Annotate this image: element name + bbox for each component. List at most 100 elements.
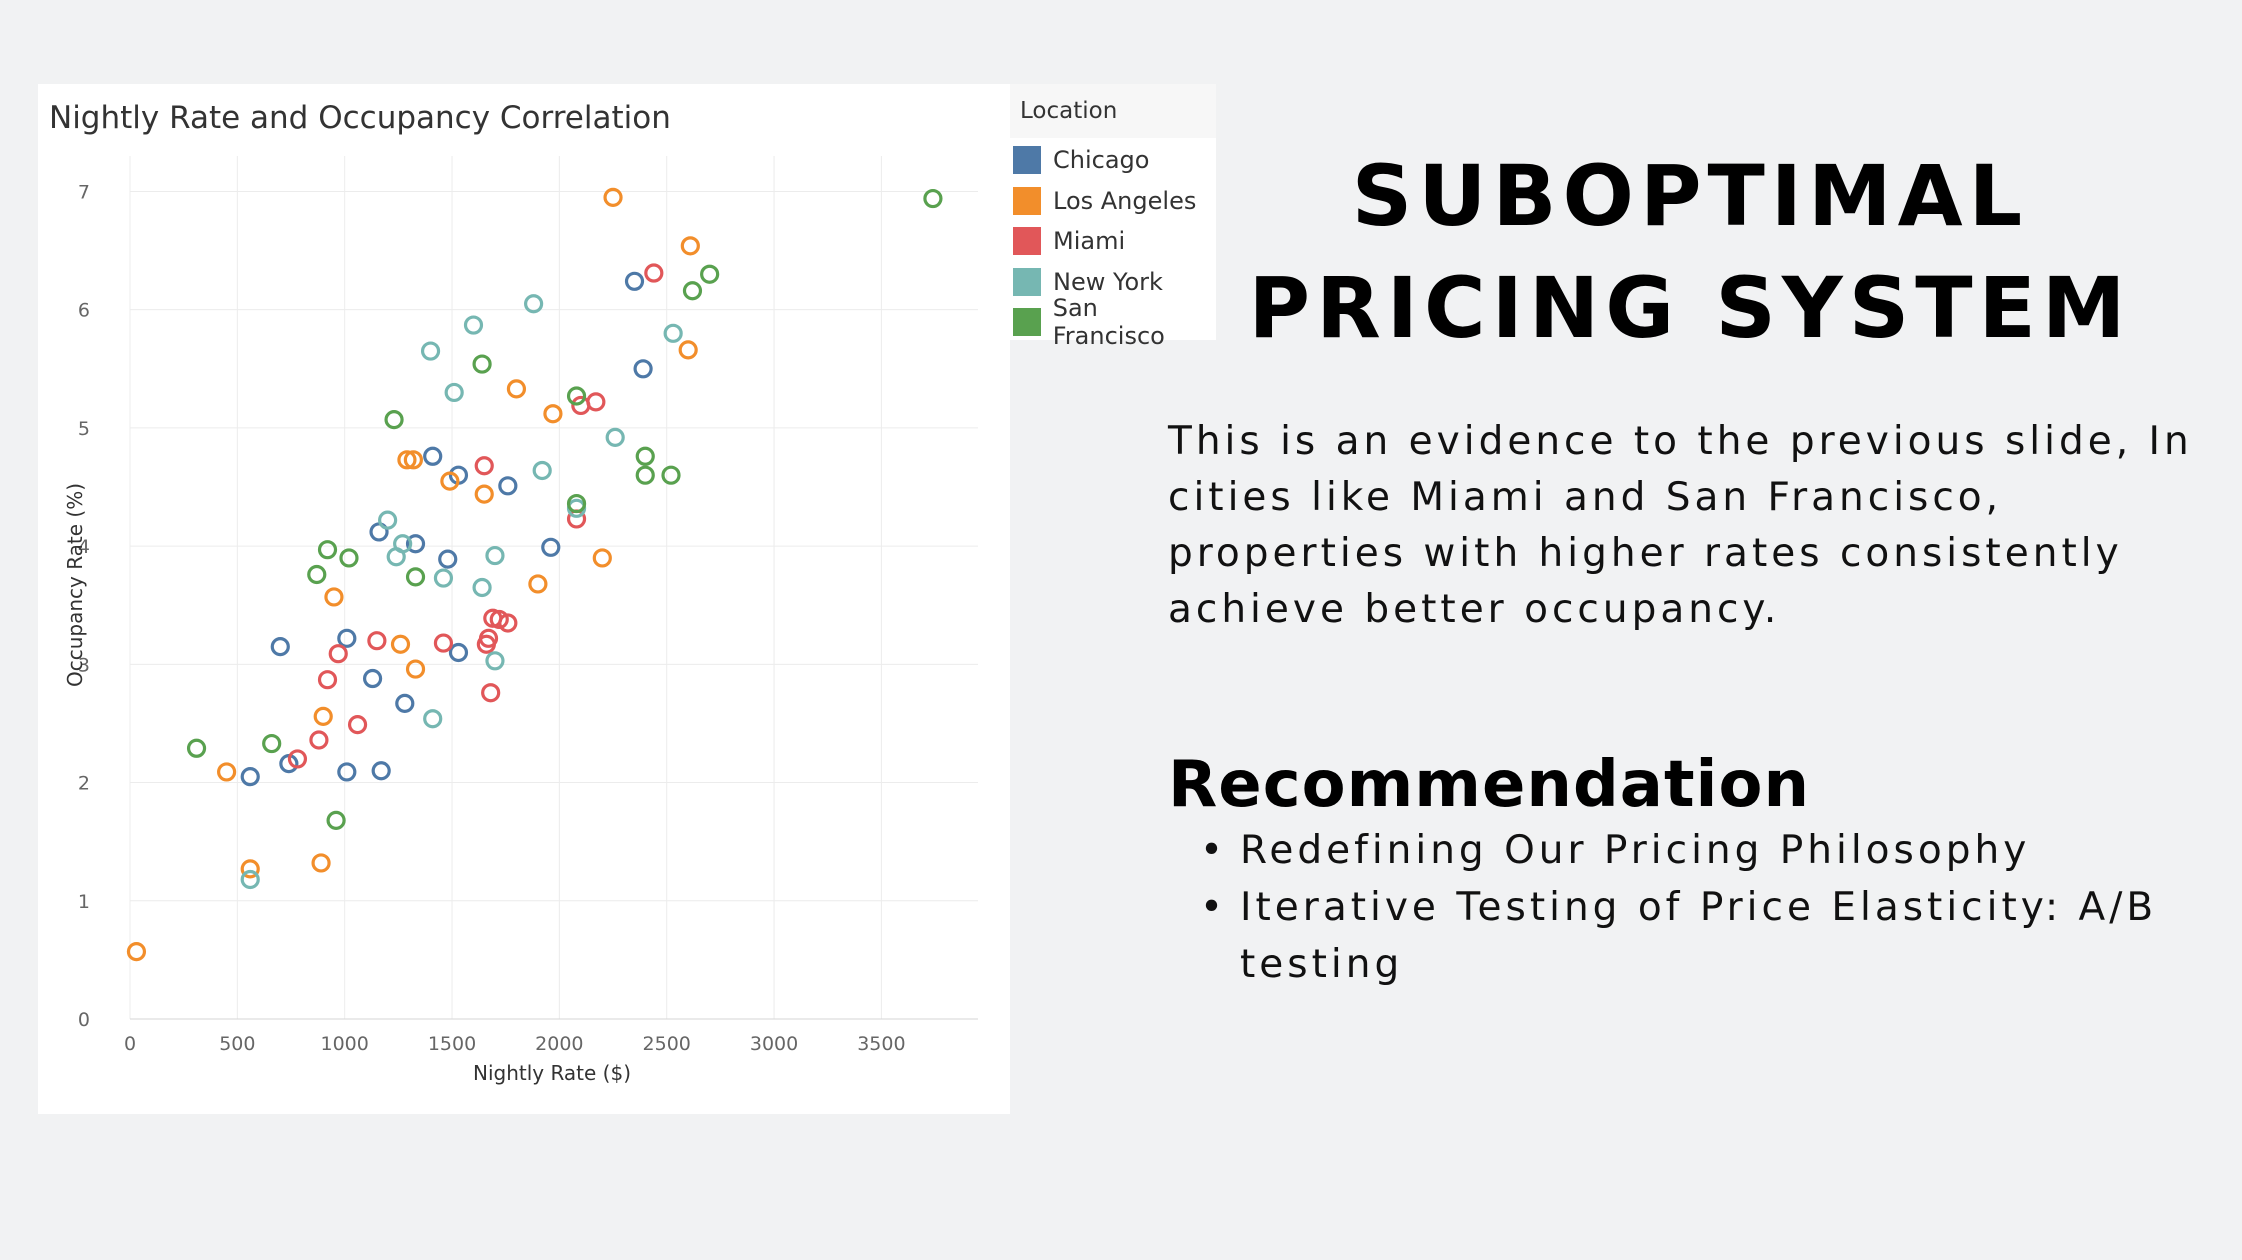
y-tick-label: 3 — [78, 654, 90, 676]
data-point — [405, 534, 426, 554]
data-point — [524, 294, 544, 314]
data-point — [506, 379, 527, 399]
data-point — [498, 476, 518, 496]
legend-swatch — [1013, 308, 1041, 336]
data-point — [485, 651, 505, 671]
data-point — [309, 730, 329, 750]
data-point — [478, 628, 499, 648]
data-point — [566, 493, 587, 514]
data-point — [433, 568, 454, 588]
data-point — [423, 709, 443, 729]
data-point — [240, 869, 260, 890]
data-point — [472, 354, 492, 374]
x-tick-label: 1000 — [321, 1033, 369, 1055]
y-tick-label: 1 — [78, 891, 90, 913]
data-point — [186, 738, 207, 758]
data-point — [633, 359, 653, 379]
data-point — [270, 637, 290, 657]
data-point — [287, 749, 308, 769]
data-point — [405, 567, 426, 587]
data-point — [371, 761, 391, 781]
data-point — [532, 460, 552, 481]
recommendation-item: Redefining Our Pricing Philosophy — [1200, 822, 2230, 879]
legend-swatch — [1013, 227, 1041, 255]
x-tick-label: 2000 — [535, 1033, 583, 1055]
data-point — [700, 264, 720, 284]
x-tick-label: 500 — [219, 1033, 255, 1055]
data-point — [324, 587, 344, 607]
data-point — [403, 450, 423, 470]
legend: Location Chicago Los Angeles Miami New York… — [1010, 84, 1216, 350]
y-tick-label: 6 — [78, 300, 90, 322]
data-point — [393, 534, 413, 554]
data-point — [438, 549, 458, 569]
legend-label: San Francisco — [1052, 294, 1165, 350]
data-point — [528, 574, 548, 594]
data-point — [433, 633, 454, 653]
x-tick-label: 0 — [124, 1033, 136, 1055]
slide-title-line2: PRICING SYSTEM — [1248, 259, 2132, 357]
y-tick-label: 5 — [78, 418, 90, 440]
data-point — [605, 427, 625, 447]
recommendation-item: Iterative Testing of Price Elasticity: A… — [1200, 879, 2230, 993]
data-point — [240, 767, 260, 787]
data-point — [474, 484, 494, 504]
data-point — [405, 659, 426, 679]
data-point — [420, 341, 441, 361]
data-point — [635, 446, 655, 466]
legend-label: Miami — [1053, 227, 1126, 255]
data-point — [680, 236, 700, 256]
legend-item: Chicago — [1013, 142, 1149, 178]
data-point — [328, 644, 348, 664]
data-point — [126, 942, 147, 962]
data-point — [378, 510, 398, 530]
legend-item: New York — [1013, 264, 1163, 300]
data-point — [586, 392, 606, 412]
data-point — [307, 564, 327, 585]
chart-panel: Nightly Rate and Occupancy Correlation 0… — [38, 84, 1010, 1114]
data-point — [423, 446, 443, 466]
y-tick-label: 0 — [78, 1009, 90, 1031]
legend-title: Location — [1010, 84, 1216, 138]
data-point — [541, 537, 561, 557]
y-tick-label: 7 — [78, 181, 90, 203]
data-point — [339, 548, 359, 568]
data-point — [317, 670, 338, 690]
legend-swatch — [1013, 267, 1041, 296]
x-tick-label: 1500 — [428, 1033, 476, 1055]
legend-item: San Francisco — [1013, 294, 1216, 350]
data-point — [262, 733, 282, 754]
data-point — [474, 456, 494, 476]
data-point — [317, 540, 338, 560]
data-point — [481, 683, 501, 703]
data-point — [313, 706, 333, 726]
data-point — [240, 859, 260, 879]
data-point — [311, 853, 331, 873]
data-point — [472, 577, 492, 598]
data-point — [326, 810, 346, 830]
data-point — [362, 668, 383, 689]
x-tick-label: 3000 — [750, 1033, 798, 1055]
data-point — [603, 187, 623, 207]
data-point — [440, 471, 460, 491]
legend-label: Los Angeles — [1053, 186, 1197, 215]
legend-item: Los Angeles — [1013, 183, 1196, 219]
data-point — [644, 263, 664, 283]
legend-label: Chicago — [1053, 146, 1150, 174]
scatter-chart: Nightly Rate and Occupancy Correlation 0… — [49, 100, 978, 1085]
slide-title: SUBOPTIMAL PRICING SYSTEM — [1240, 140, 2140, 364]
data-point — [678, 340, 698, 360]
data-point — [395, 693, 415, 713]
x-axis-label: Nightly Rate ($) — [473, 1061, 631, 1085]
data-point — [923, 188, 943, 209]
data-point — [337, 628, 357, 648]
data-point — [489, 609, 509, 630]
data-point — [485, 545, 505, 566]
legend-item: Miami — [1013, 223, 1125, 259]
data-point — [592, 548, 612, 568]
legend-label: New York — [1053, 267, 1163, 296]
data-point — [498, 613, 518, 633]
data-point — [367, 631, 387, 651]
data-point — [661, 465, 681, 485]
data-point — [217, 762, 237, 782]
